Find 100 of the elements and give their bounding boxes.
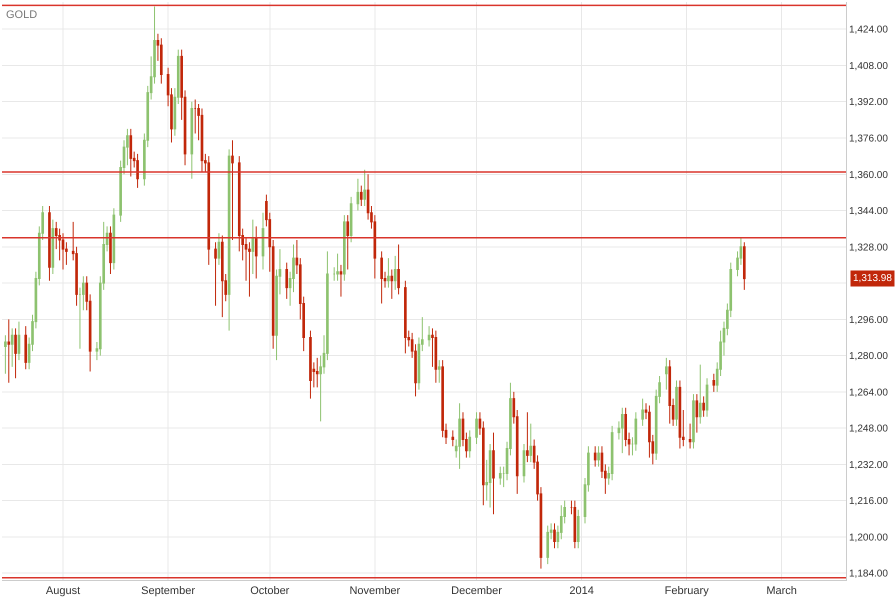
text: 1,313.98 — [853, 273, 892, 284]
candlestick — [451, 430, 454, 447]
y-tick-label: 1,328.00 — [849, 242, 888, 254]
y-tick-label: 1,232.00 — [849, 460, 888, 471]
candlestick — [190, 101, 194, 180]
candlestick — [262, 212, 264, 270]
candlestick — [692, 394, 695, 450]
candlestick — [129, 128, 132, 178]
candlestick — [343, 214, 346, 282]
candlestick — [696, 394, 698, 434]
candlestick — [18, 321, 20, 361]
candlestick — [458, 402, 461, 470]
candlestick — [668, 360, 672, 424]
x-tick-label: March — [766, 585, 797, 598]
candlestick — [380, 250, 383, 304]
candlestick — [522, 444, 526, 484]
candlestick — [309, 330, 312, 400]
y-tick-label: 1,280.00 — [849, 351, 888, 362]
candlestick — [574, 500, 576, 549]
candlestick — [4, 334, 7, 374]
candlestick — [428, 326, 430, 348]
candlestick — [698, 364, 702, 424]
candlestick — [434, 330, 438, 384]
candlestick — [136, 153, 139, 188]
candlestick — [387, 258, 390, 288]
text: GOLD — [6, 9, 38, 21]
candlestick — [285, 262, 288, 300]
y-tick-label: 1,264.00 — [849, 387, 888, 398]
y-tick-label: 1,248.00 — [849, 424, 888, 435]
candlestick — [706, 378, 708, 418]
candlestick — [200, 108, 204, 172]
candlestick — [488, 444, 492, 508]
y-tick-label: 1,296.00 — [849, 314, 888, 326]
candlestick — [7, 318, 10, 384]
candlestick — [404, 280, 407, 354]
candlestick — [218, 232, 220, 266]
candlestick — [665, 357, 668, 390]
candlestick — [340, 264, 342, 298]
x-tick-label: 2014 — [569, 585, 594, 598]
y-tick-label: 1,376.00 — [849, 134, 888, 144]
candlestick — [248, 242, 251, 298]
candlestick — [160, 38, 163, 84]
candlestick — [526, 412, 529, 463]
candlestick — [390, 268, 394, 300]
x-tick-label: October — [250, 585, 290, 598]
candlestick — [52, 219, 54, 274]
candlestick — [492, 432, 495, 515]
y-tick-label: 1,216.00 — [849, 496, 888, 508]
candlestick — [228, 148, 230, 332]
candlestick — [438, 360, 441, 384]
x-tick-label: September — [141, 585, 196, 598]
candlestick — [529, 423, 532, 463]
candlestick — [214, 242, 217, 306]
candlestick — [712, 373, 716, 392]
candlestick — [468, 430, 472, 458]
candlestick — [207, 156, 210, 266]
candlestick — [14, 328, 17, 379]
candlestick — [109, 226, 112, 274]
x-tick-label: November — [349, 585, 401, 598]
candlestick — [742, 242, 746, 290]
candlestick — [702, 396, 705, 418]
candlestick — [610, 425, 614, 481]
candlestick — [641, 398, 644, 426]
candlestick — [397, 244, 400, 295]
candlestick — [350, 196, 352, 243]
candlestick — [252, 219, 254, 274]
y-tick-label: 1,408.00 — [849, 60, 888, 72]
candlestick — [231, 140, 234, 240]
y-tick-label: 1,424.00 — [849, 24, 888, 36]
candlestick — [634, 412, 638, 452]
candlestick — [254, 226, 258, 280]
candlestick — [220, 234, 224, 318]
y-tick-label: 1,344.00 — [849, 206, 888, 218]
candlestick — [356, 178, 360, 212]
y-tick-label: 1,360.00 — [849, 170, 888, 181]
candlestick — [498, 466, 502, 486]
y-tick-label: 1,184.00 — [849, 568, 888, 580]
candlestick — [24, 326, 28, 370]
candlestick — [620, 407, 624, 454]
candlestick — [678, 380, 682, 450]
candlestick — [394, 255, 397, 290]
candlestick — [10, 328, 14, 368]
candlestick — [112, 208, 116, 270]
candlestick — [475, 412, 478, 444]
candlestick — [594, 446, 596, 468]
y-tick-label: 1,392.00 — [849, 97, 888, 108]
candlestick — [316, 357, 319, 388]
candlestick — [336, 253, 339, 282]
candlestick — [546, 525, 550, 565]
candlestick — [576, 509, 580, 549]
x-tick-label: August — [46, 585, 80, 598]
candlestick — [675, 380, 678, 426]
candlestick — [363, 169, 366, 206]
candlestick — [360, 185, 363, 206]
candlestick — [48, 206, 51, 282]
candlestick — [346, 214, 350, 270]
x-tick-label: December — [451, 585, 502, 598]
candlestick — [62, 232, 64, 270]
candlestick — [597, 446, 600, 468]
y-tick-label: 1,200.00 — [849, 532, 888, 544]
